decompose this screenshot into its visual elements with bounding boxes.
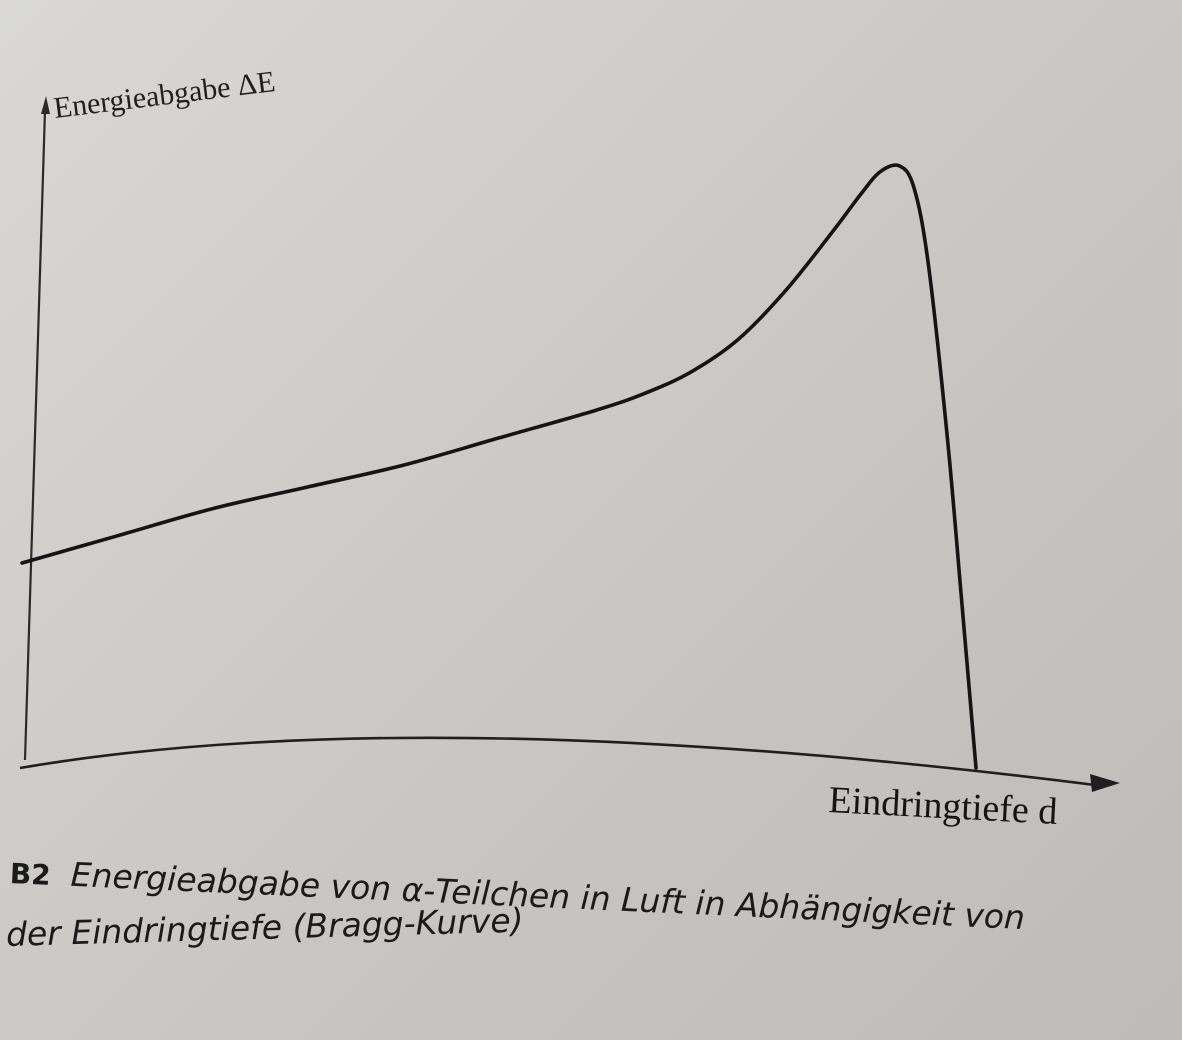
x-axis-arrowhead — [1090, 774, 1120, 792]
figure-number: B2 — [9, 857, 52, 892]
y-axis-label: Energieabgabe ΔE — [52, 65, 277, 125]
y-axis-arrowhead — [41, 96, 50, 114]
x-axis — [19, 736, 1096, 787]
series-line — [20, 163, 978, 770]
x-axis-label: Eindringtiefe d — [828, 779, 1059, 833]
y-axis — [23, 109, 47, 761]
